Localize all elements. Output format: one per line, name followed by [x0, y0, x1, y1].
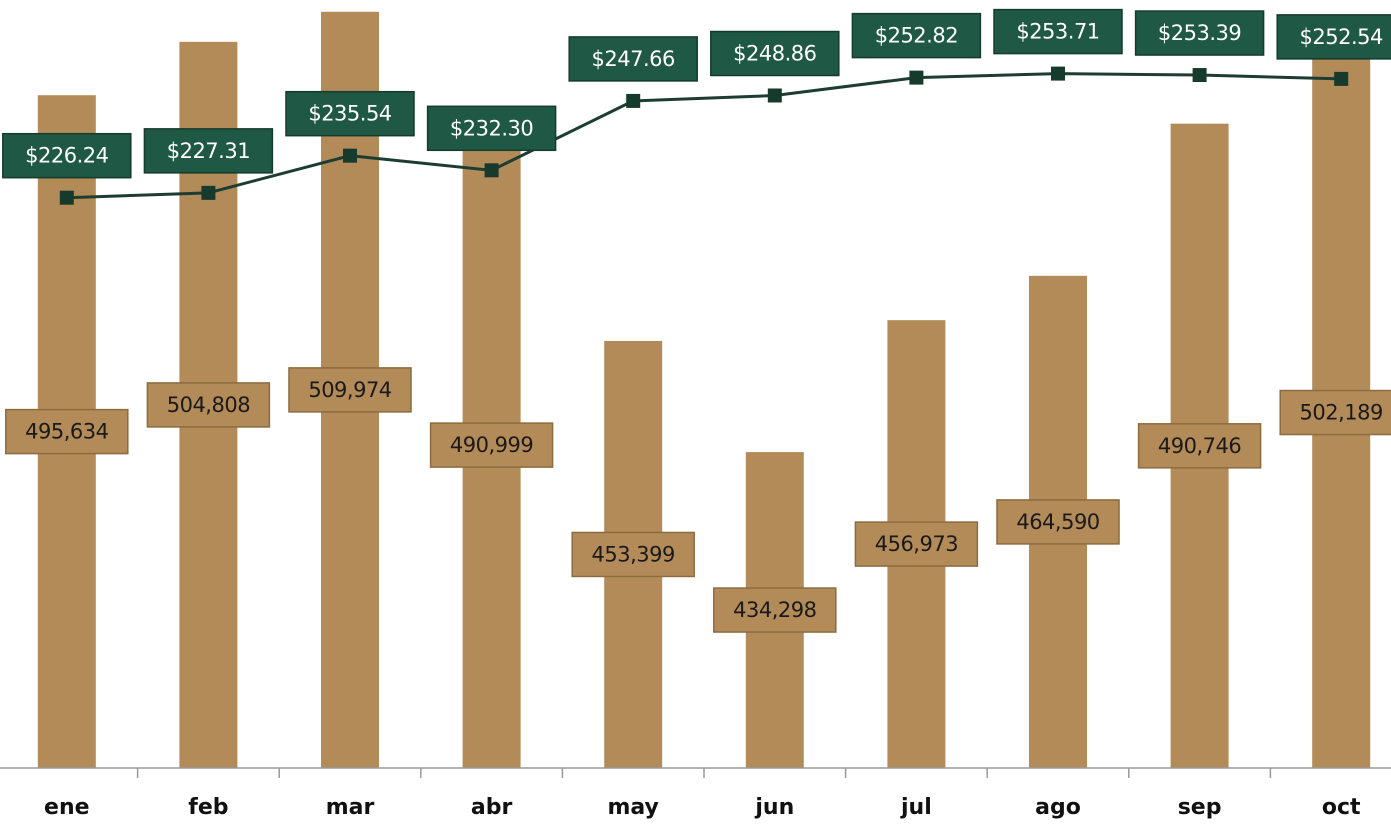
line-label-box	[2, 132, 132, 179]
line-label-box	[993, 8, 1123, 55]
line-label: $232.30	[450, 116, 533, 140]
line-label: $247.66	[592, 47, 675, 71]
marker	[343, 148, 357, 163]
line-label-box	[143, 128, 274, 174]
bar-label: 509,974	[308, 378, 391, 402]
bar-label: 464,590	[1016, 510, 1099, 534]
bar-label-box	[996, 499, 1120, 545]
bar-label-box	[288, 367, 412, 413]
x-tick-label: mar	[326, 795, 375, 820]
bar-label: 453,399	[592, 542, 675, 566]
x-tick-label: feb	[188, 795, 228, 820]
x-tick-label: oct	[1322, 795, 1361, 820]
bar-label: 502,189	[1300, 401, 1383, 425]
bar-label-box	[571, 531, 695, 578]
line-label-box	[1276, 14, 1391, 60]
bar-label: 456,973	[875, 532, 958, 556]
x-tick-label: sep	[1178, 795, 1222, 820]
marker	[626, 93, 641, 108]
marker	[1051, 66, 1065, 81]
x-tick-label: ene	[44, 795, 90, 820]
marker	[201, 185, 216, 200]
x-tick-label: ago	[1035, 795, 1081, 820]
marker	[1334, 71, 1349, 86]
line-label-box	[710, 30, 840, 77]
bar-label-box	[713, 587, 837, 633]
bar-label: 504,808	[167, 393, 250, 417]
marker	[59, 190, 74, 205]
line-label: $227.31	[167, 139, 250, 163]
bar-label-box	[1137, 423, 1262, 469]
line-label-box	[568, 36, 698, 82]
x-tick-label: abr	[471, 795, 513, 820]
x-tick-label: jul	[900, 795, 932, 820]
bar-label-box	[854, 521, 979, 567]
line-label: $235.54	[308, 102, 391, 126]
bar-label-box	[5, 408, 129, 455]
line-label: $248.86	[733, 42, 816, 66]
x-tick-label: jun	[754, 795, 794, 820]
line-label: $253.39	[1158, 21, 1241, 45]
line-label-box	[1134, 10, 1265, 56]
bar-label-box	[429, 422, 554, 468]
line-label-box	[426, 105, 557, 152]
x-tick-label: may	[607, 795, 658, 820]
marker	[767, 88, 782, 103]
marker	[909, 70, 924, 85]
line-label: $226.24	[25, 144, 108, 168]
line-label-box	[851, 12, 982, 59]
bar-label: 490,999	[450, 433, 533, 457]
marker	[484, 163, 499, 178]
marker	[1192, 68, 1207, 83]
line-label: $252.54	[1300, 25, 1383, 49]
bar-label: 490,746	[1158, 434, 1241, 458]
bar-label: 495,634	[25, 420, 108, 444]
bar-label: 434,298	[733, 598, 816, 622]
line-label: $252.82	[875, 24, 958, 48]
line	[66, 72, 1342, 200]
line-label: $253.71	[1016, 20, 1099, 44]
bar-label-box	[1279, 389, 1391, 436]
bar-label-box	[146, 382, 271, 428]
line-label-box	[285, 90, 415, 137]
